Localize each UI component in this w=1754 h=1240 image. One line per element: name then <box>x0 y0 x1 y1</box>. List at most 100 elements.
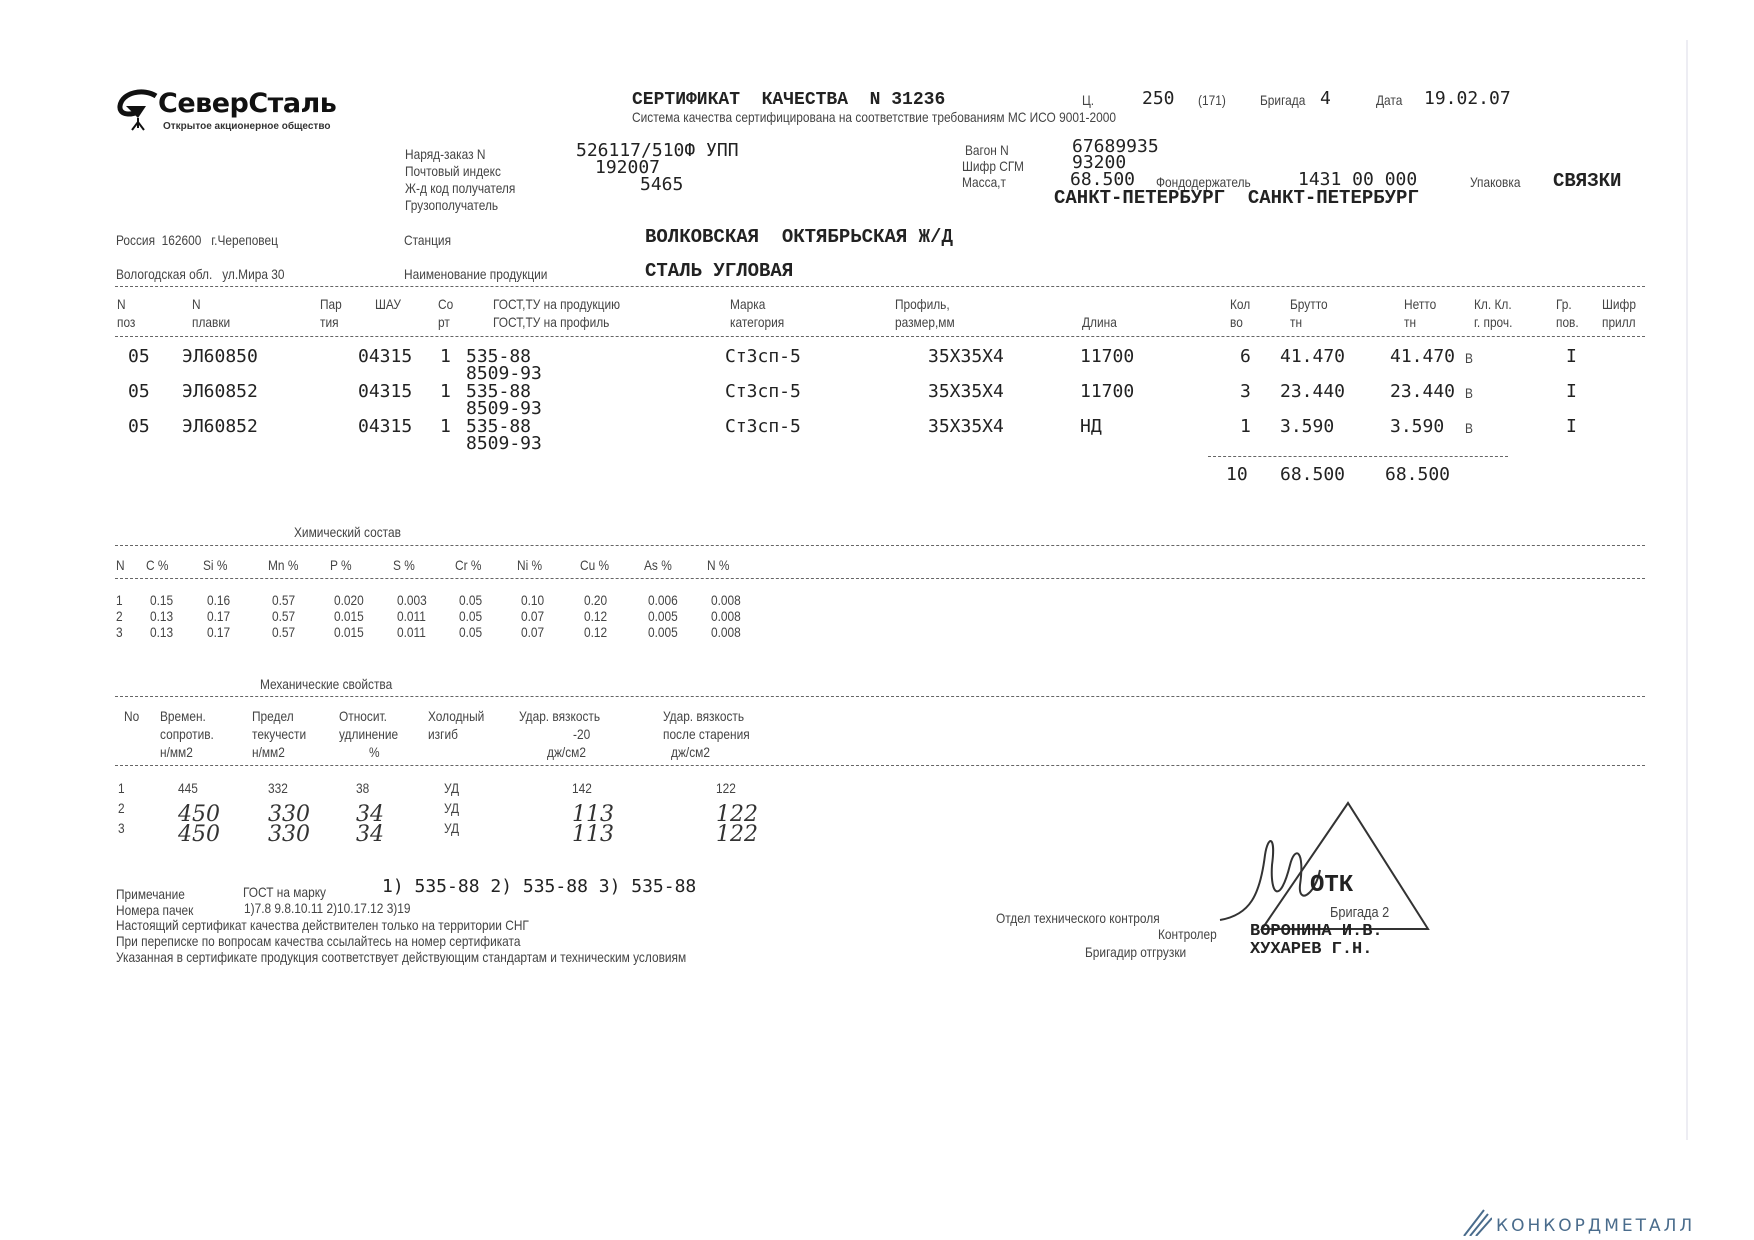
chem-cell: 0.015 <box>334 624 364 640</box>
column-header: Нетто <box>1404 296 1437 312</box>
mech-cell: УД <box>444 800 460 816</box>
divider <box>115 696 1645 697</box>
chem-cell: 0.05 <box>459 592 483 608</box>
mech-header: No <box>124 708 140 724</box>
column-header: прилл <box>1602 314 1636 330</box>
total-gross: 68.500 <box>1280 464 1346 485</box>
chem-cell: 0.008 <box>711 608 741 624</box>
cell-heat: ЭЛ60850 <box>182 346 258 367</box>
mech-cell: 34 <box>356 802 384 827</box>
chem-cell: 0.003 <box>397 592 427 608</box>
mech-cell: 113 <box>572 822 614 847</box>
cell-sort: 1 <box>440 416 451 437</box>
mech-cell: 34 <box>356 822 384 847</box>
brigade-label: Бригада <box>1260 92 1306 108</box>
cell-net: 3.590 <box>1390 416 1445 437</box>
mech-header: изгиб <box>428 726 458 742</box>
brigade-number: 4 <box>1320 88 1331 109</box>
cell-qty: 3 <box>1240 381 1251 402</box>
chem-cell: 0.12 <box>584 608 608 624</box>
mech-cell: 2 <box>118 800 125 816</box>
chem-cell: 0.008 <box>711 624 741 640</box>
note-compliance: Указанная в сертификате продукция соотве… <box>116 949 687 965</box>
mech-header: после старения <box>663 726 750 742</box>
column-header: Кл. Кл. <box>1474 296 1512 312</box>
mech-header: Времен. <box>160 708 206 724</box>
cell-gross: 3.590 <box>1280 416 1335 437</box>
cell-gross: 41.470 <box>1280 346 1346 367</box>
total-qty: 10 <box>1226 464 1248 485</box>
chem-cell: 1 <box>116 592 123 608</box>
cell-grp: I <box>1566 346 1577 367</box>
mech-header: % <box>369 744 380 760</box>
chem-header: Mn % <box>268 557 299 573</box>
chem-cell: 0.15 <box>150 592 174 608</box>
chem-cell: 0.13 <box>150 608 174 624</box>
chem-cell: 0.57 <box>272 592 296 608</box>
product-value: СТАЛЬ УГЛОВАЯ <box>645 260 794 282</box>
column-header: поз <box>117 314 136 330</box>
cell-grade: Ст3сп-5 <box>725 416 801 437</box>
mech-cell: 332 <box>268 780 288 796</box>
controller-label: Контролер <box>1158 926 1217 942</box>
column-header: тн <box>1290 314 1303 330</box>
divider <box>115 545 1645 546</box>
column-header: Брутто <box>1290 296 1328 312</box>
chem-header: S % <box>393 557 415 573</box>
mech-header: -20 <box>573 726 591 742</box>
watermark: КОНКОРДМЕТАЛЛ <box>1496 1216 1696 1236</box>
mech-cell: 1 <box>118 780 125 796</box>
mech-header: н/мм2 <box>252 744 285 760</box>
sgm-value: 93200 <box>1072 152 1127 173</box>
note-correspondence: При переписке по вопросам качества ссыла… <box>116 933 521 949</box>
column-header: Марка <box>730 296 766 312</box>
column-header: ГОСТ,ТУ на профиль <box>493 314 610 330</box>
column-header: Со <box>438 296 454 312</box>
mech-header: дж/см2 <box>547 744 586 760</box>
column-header: пов. <box>1556 314 1579 330</box>
chem-cell: 0.011 <box>397 608 426 624</box>
mech-cell: 122 <box>716 780 736 796</box>
station-label: Станция <box>404 232 452 248</box>
cell-shau: 04315 <box>358 346 413 367</box>
cell-pos: 05 <box>128 416 150 437</box>
cell-length: НД <box>1080 416 1102 437</box>
mech-header: текучести <box>252 726 307 742</box>
chem-cell: 0.020 <box>334 592 364 608</box>
cell-grp: I <box>1566 416 1577 437</box>
certificate-date: 19.02.07 <box>1424 88 1511 109</box>
cell-sort: 1 <box>440 346 451 367</box>
column-header: Кол <box>1230 296 1251 312</box>
column-header: Пар <box>320 296 342 312</box>
consignee-value: САНКТ-ПЕТЕРБУРГ САНКТ-ПЕТЕРБУРГ <box>1054 187 1419 209</box>
totals-divider <box>1208 456 1508 457</box>
mech-cell: 113 <box>572 802 614 827</box>
chem-cell: 0.011 <box>397 624 426 640</box>
chem-header: Ni % <box>517 557 543 573</box>
mech-cell: 450 <box>178 822 220 847</box>
divider <box>115 336 1645 337</box>
cell-heat: ЭЛ60852 <box>182 416 258 437</box>
mechanical-title: Механические свойства <box>260 676 393 692</box>
mech-cell: 122 <box>716 802 758 827</box>
stamp-subtext: Бригада 2 <box>1330 904 1390 921</box>
postal-label: Почтовый индекс <box>405 163 501 179</box>
mech-header: Относит. <box>339 708 387 724</box>
chem-cell: 3 <box>116 624 123 640</box>
column-header: плавки <box>192 314 231 330</box>
watermark-logo-icon <box>1463 1209 1492 1236</box>
mech-cell: 3 <box>118 820 125 836</box>
mass-value: 68.500 <box>1070 169 1136 190</box>
cell-gross: 23.440 <box>1280 381 1346 402</box>
mech-header: Удар. вязкость <box>663 708 745 724</box>
shop-number: 250 <box>1142 88 1175 109</box>
address-line-2: Вологодская обл. ул.Мира 30 <box>116 266 285 282</box>
column-header: ГОСТ,ТУ на продукцию <box>493 296 621 312</box>
mech-cell: УД <box>444 820 460 836</box>
cell-shau: 04315 <box>358 416 413 437</box>
consignee-label: Грузополучатель <box>405 197 499 213</box>
mech-cell: 330 <box>268 822 310 847</box>
divider <box>115 765 1645 766</box>
chem-header: C % <box>146 557 169 573</box>
cell-gost: 535-88 <box>466 381 532 402</box>
